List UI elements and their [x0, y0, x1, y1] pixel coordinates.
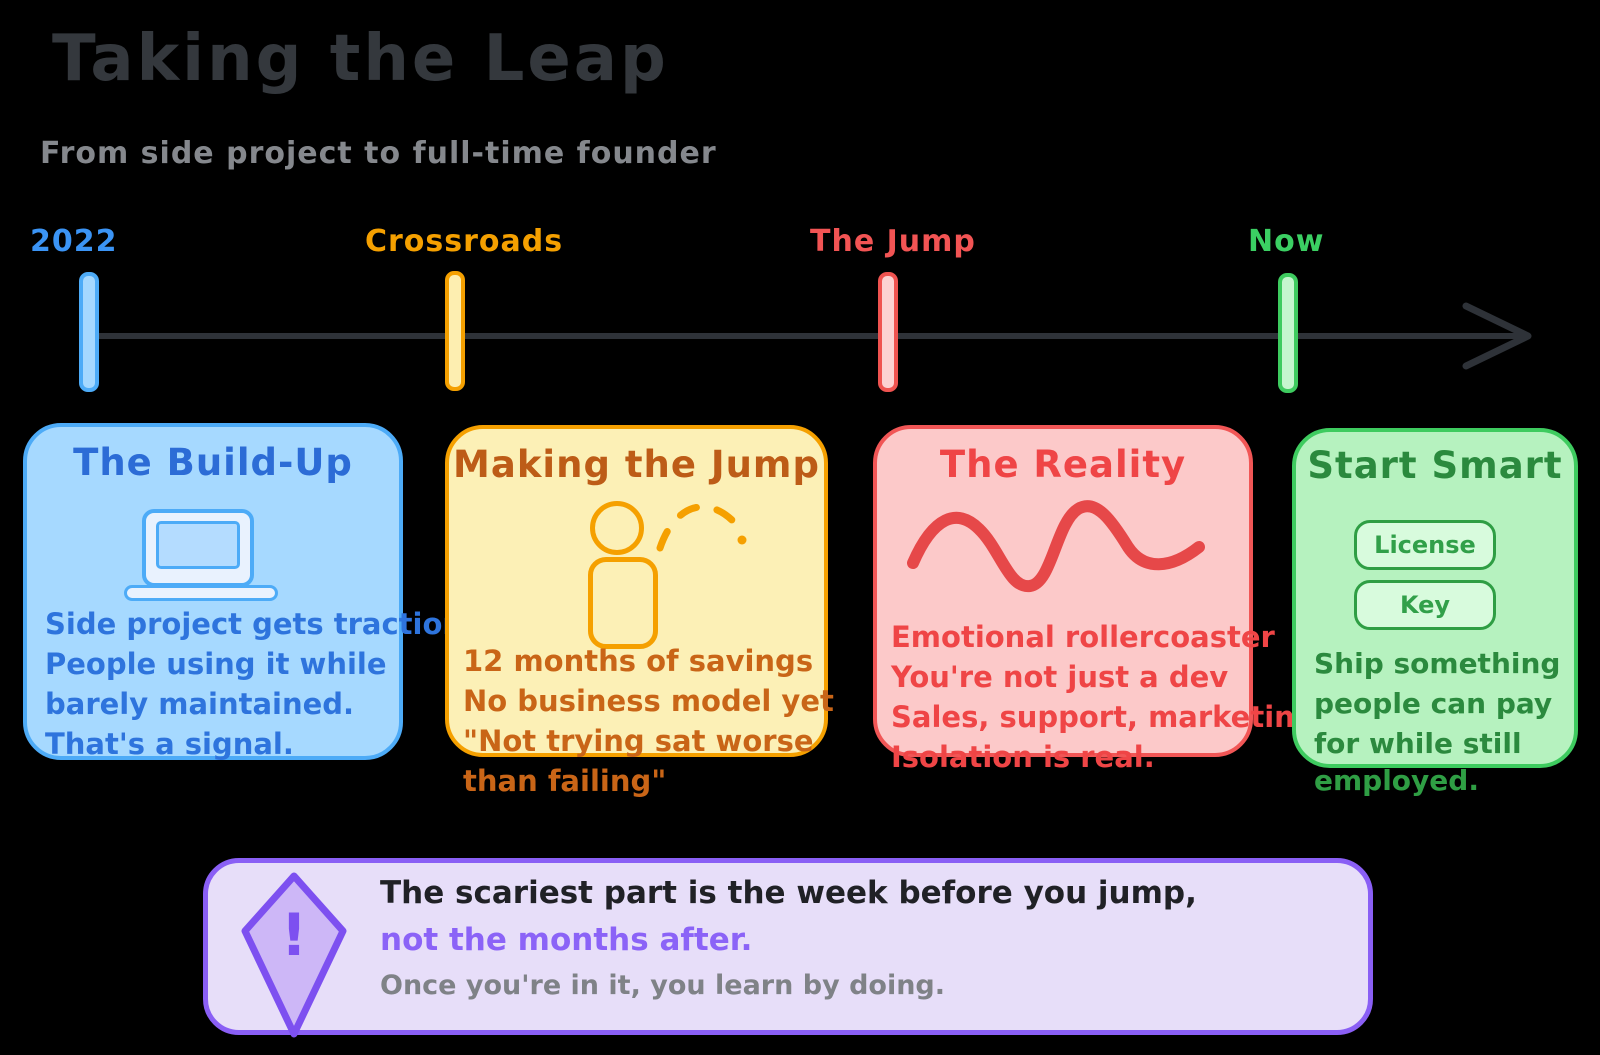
- card-build-up-body: Side project gets traction People using …: [45, 607, 464, 761]
- callout-line-1: The scariest part is the week before you…: [380, 875, 1197, 911]
- card-start-smart-body-tail: employed.: [1314, 764, 1479, 797]
- milestone-label-2022: 2022: [30, 224, 118, 259]
- timeline-tick-the-jump: [878, 272, 898, 392]
- card-build-up-title: The Build-Up: [73, 441, 353, 484]
- alert-diamond-icon: [241, 872, 347, 1038]
- card-making-the-jump: Making the Jump 12 months of savings No …: [445, 425, 834, 798]
- timeline-arrow: [82, 302, 1532, 370]
- rollercoaster-wave-icon: [907, 500, 1205, 592]
- card-making-the-jump-title: Making the Jump: [453, 443, 820, 486]
- card-the-reality-body: Emotional rollercoaster You're not just …: [891, 620, 1316, 774]
- timeline-tick-now: [1278, 273, 1298, 393]
- page-subtitle: From side project to full-time founder: [40, 136, 717, 171]
- timeline-tick-2022: [79, 272, 99, 392]
- key-insight-callout: ! The scariest part is the week before y…: [203, 858, 1373, 1038]
- card-start-smart-body: Ship something people can pay for while …: [1314, 647, 1561, 760]
- callout-line-3: Once you're in it, you learn by doing.: [380, 970, 946, 1001]
- key-chip: Key: [1354, 580, 1496, 630]
- milestone-label-now: Now: [1248, 224, 1325, 259]
- timeline-tick-crossroads: [445, 271, 465, 391]
- card-the-reality-title: The Reality: [939, 443, 1187, 486]
- card-start-smart-title: Start Smart: [1307, 444, 1563, 487]
- card-making-the-jump-body: 12 months of savings No business model y…: [463, 644, 834, 798]
- card-build-up: The Build-Up Side project gets traction …: [23, 423, 463, 761]
- callout-line-2: not the months after.: [380, 922, 753, 958]
- milestone-label-the-jump: The Jump: [810, 224, 976, 259]
- license-chip: License: [1354, 520, 1496, 570]
- card-the-reality: The Reality Emotional rollercoaster You'…: [873, 425, 1316, 774]
- exclamation-glyph: !: [280, 901, 308, 969]
- milestone-label-crossroads: Crossroads: [365, 224, 564, 259]
- card-start-smart: Start Smart License Key Ship something p…: [1292, 428, 1578, 797]
- page-title: Taking the Leap: [52, 22, 669, 96]
